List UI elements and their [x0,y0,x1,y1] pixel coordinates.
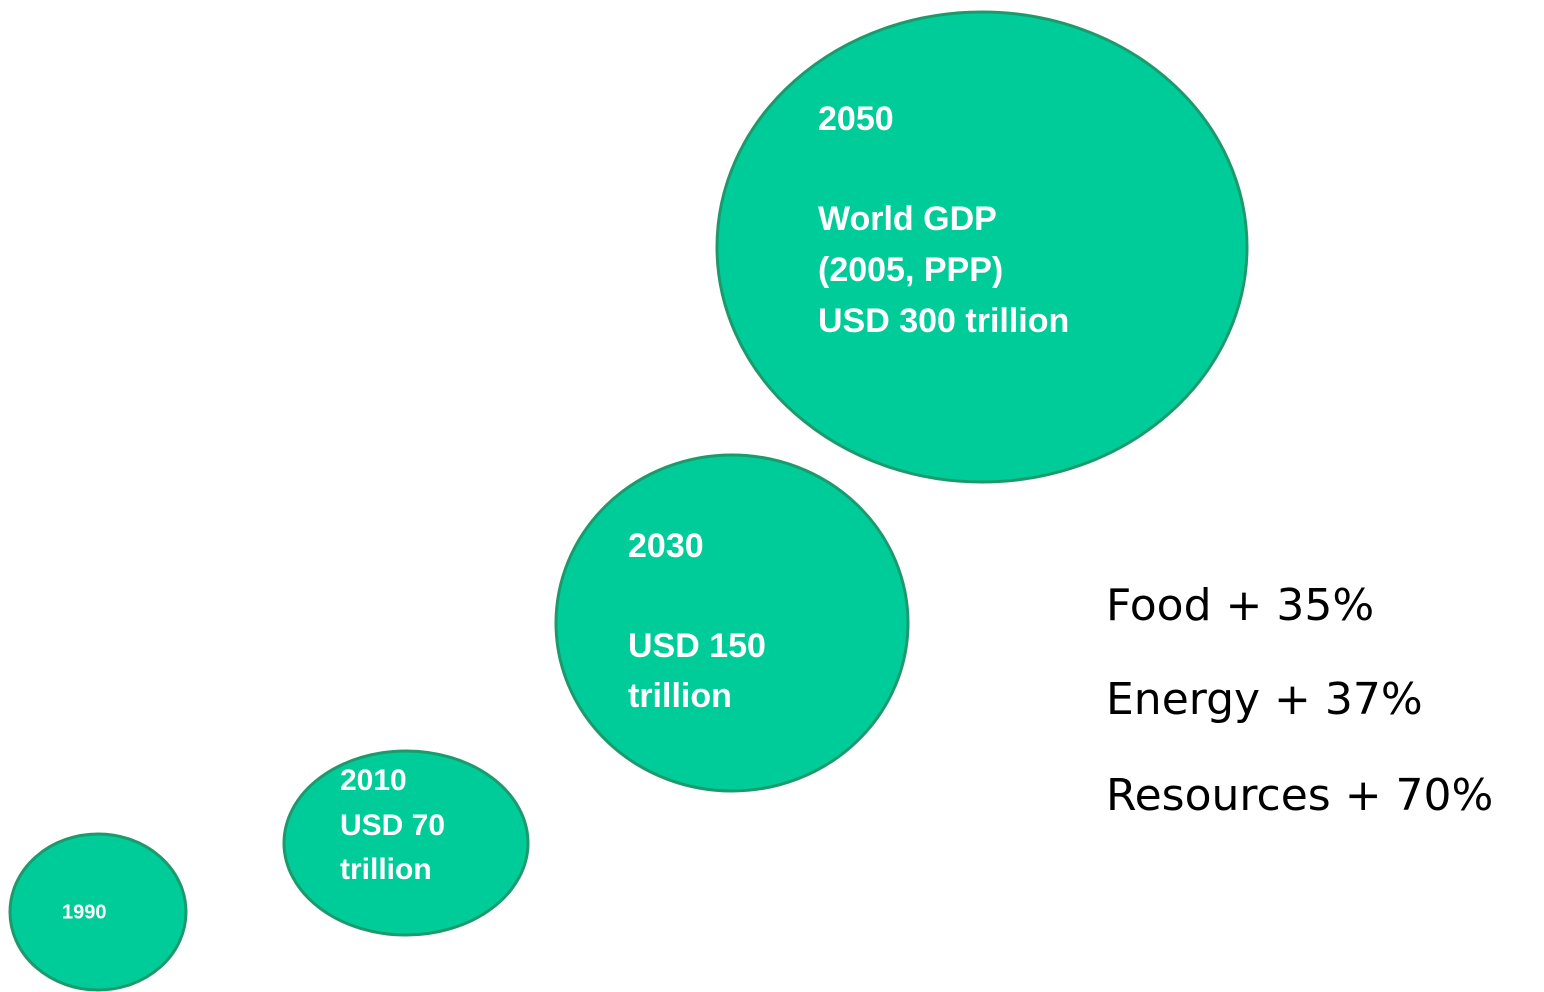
bubble-year: 2030 [628,527,704,565]
bubble-year: 1990 [62,901,107,923]
bubble [8,832,188,992]
bubble-text: trillion [628,677,732,715]
bubble-2010: 2010 USD 70 trillion [282,749,530,937]
bubble-text: USD 150 [628,627,766,665]
increase-item: Resources + 70% [1106,770,1493,821]
bubble-2050: 2050 World GDP (2005, PPP) USD 300 trill… [715,10,1249,484]
bubble-text: trillion [340,853,432,886]
bubble-text: USD 70 [340,809,445,842]
increase-item: Food + 35% [1106,580,1374,631]
bubble-year: 2010 [340,764,407,797]
bubble-text: USD 300 trillion [818,302,1069,340]
bubble [715,10,1249,484]
bubble-year: 2050 [818,100,894,138]
bubble-text: (2005, PPP) [818,251,1003,289]
increase-item: Energy + 37% [1106,674,1423,725]
bubble [554,453,910,793]
bubble-text: World GDP [818,200,997,238]
bubble-2030: 2030 USD 150 trillion [554,453,910,793]
bubble-1990: 1990 [8,832,188,992]
bubble [282,749,530,937]
increases: Food + 35% Energy + 37% Resources + 70% [1106,580,1493,821]
